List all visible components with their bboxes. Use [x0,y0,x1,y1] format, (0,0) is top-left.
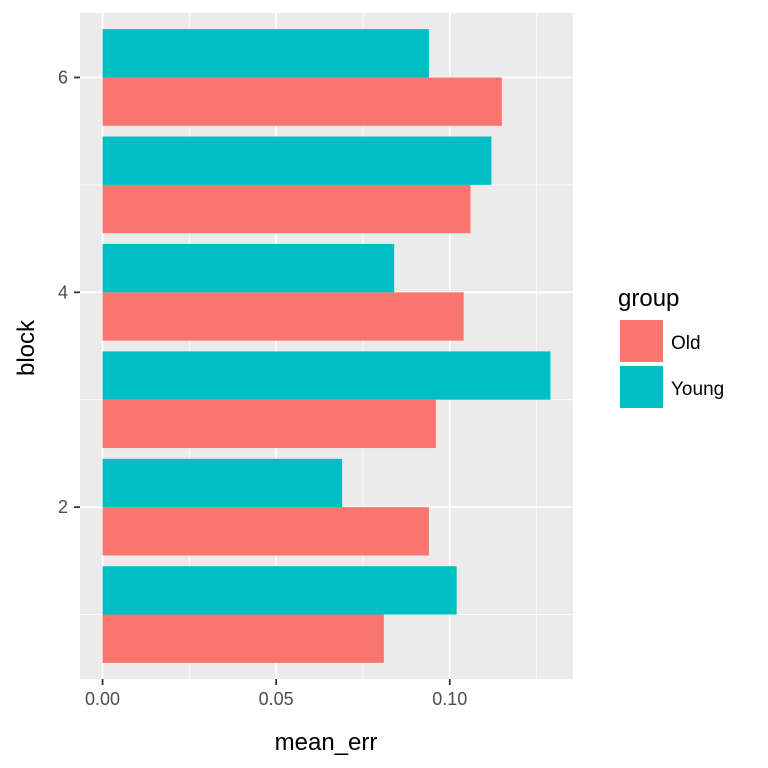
bar-old-block-4 [102,292,464,341]
bar-young-block-6 [102,29,429,78]
bar-old-block-1 [102,614,384,663]
bar-young-block-1 [102,566,457,615]
bar-old-block-5 [102,184,471,234]
x-tick-label: 0.00 [85,689,120,709]
legend-label-old: Old [671,333,701,354]
bar-young-block-2 [102,458,343,508]
bar-young-block-4 [102,243,395,293]
y-axis-title: block [13,319,40,376]
x-axis-ticks: 0.00 0.05 0.10 [85,679,467,709]
y-axis-ticks: 2 4 6 [58,67,80,517]
x-tick-label: 0.05 [259,689,294,709]
bar-young-block-3 [102,351,551,400]
y-tick-label: 6 [58,67,68,87]
bar-old-block-3 [102,399,436,449]
legend-key-old [620,320,663,362]
bar-old-block-6 [102,77,502,126]
legend-title: group [618,285,679,312]
bars [102,29,551,663]
y-tick-label: 2 [58,497,68,517]
bar-young-block-5 [102,136,492,185]
y-tick-label: 4 [58,282,68,302]
x-tick-label: 0.10 [432,689,467,709]
bar-old-block-2 [102,507,429,556]
legend-key-young [620,366,663,408]
legend: group Old Young [618,285,724,408]
legend-label-young: Young [671,379,724,400]
x-axis-title: mean_err [275,729,378,756]
